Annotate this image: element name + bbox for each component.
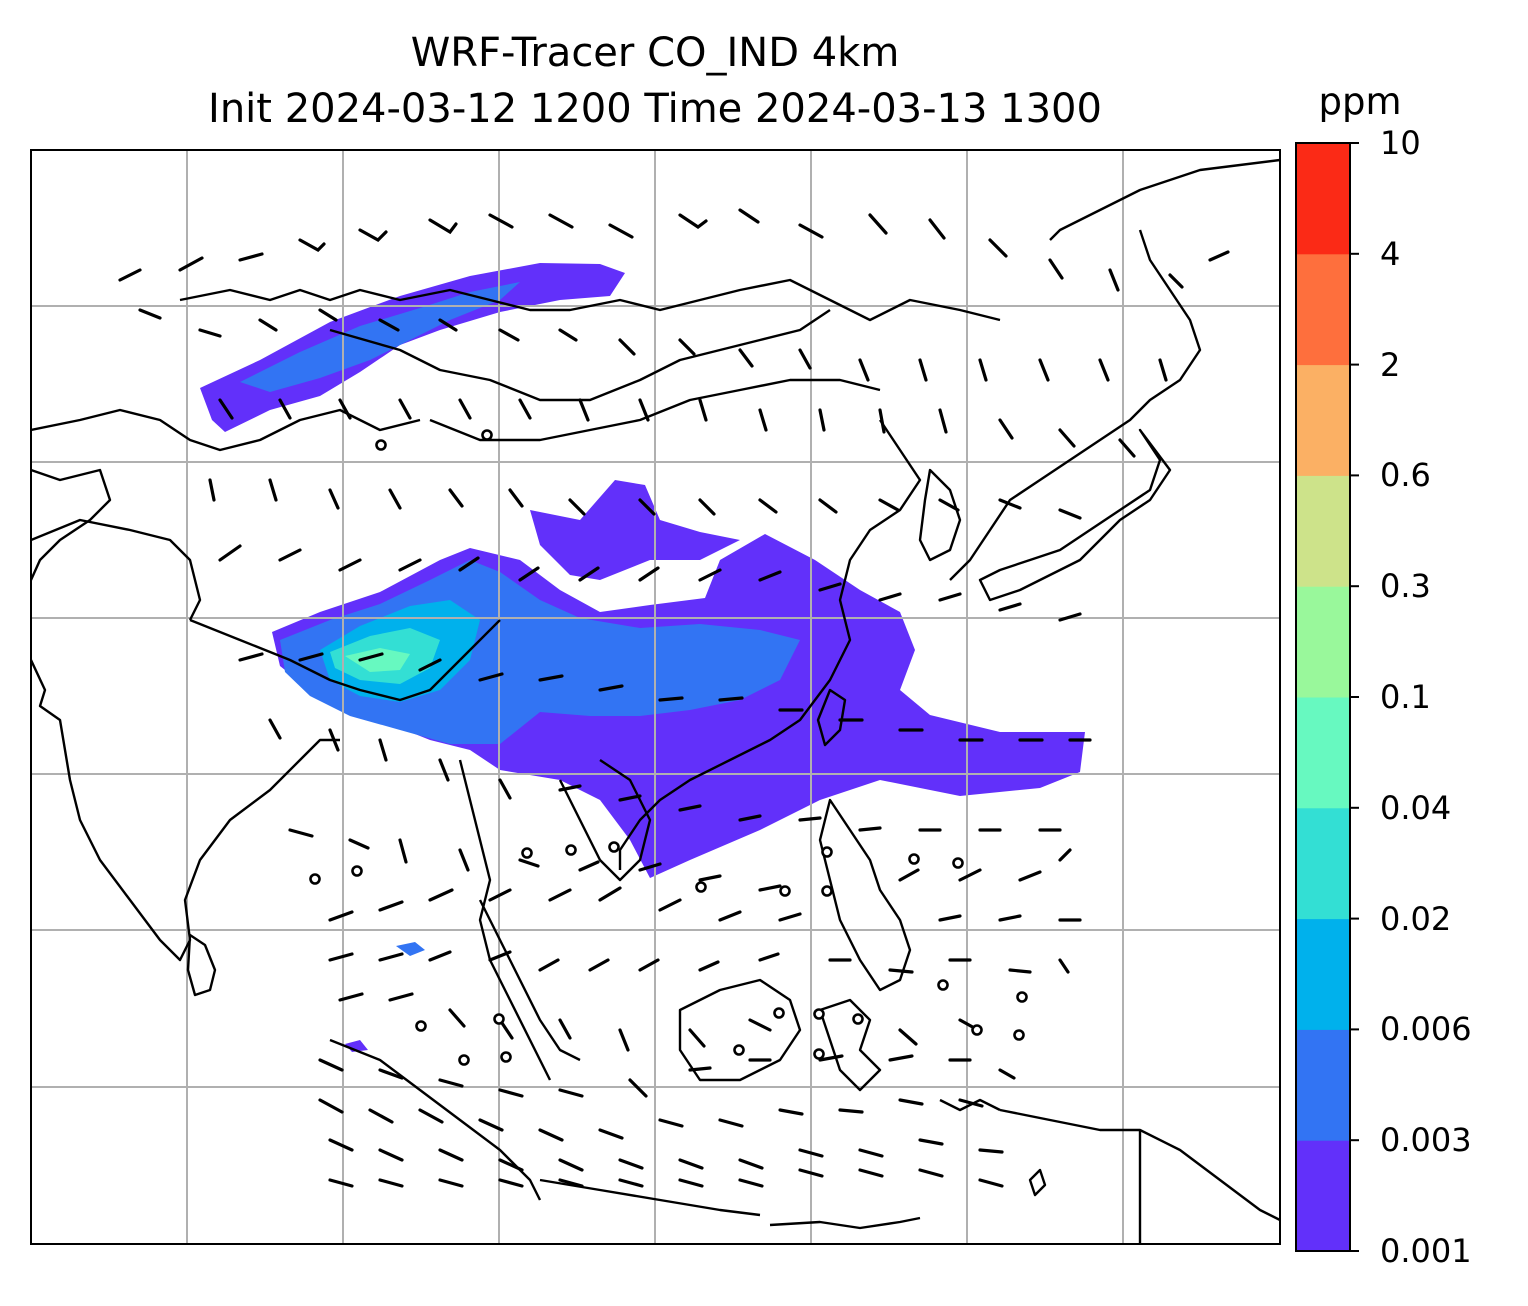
colorbar-tick-label: 0.3: [1380, 567, 1431, 606]
tracer-speck-1: [396, 942, 425, 956]
timor: [1028, 1168, 1047, 1197]
colorbar-swatch: [1296, 1140, 1350, 1252]
lesser-sunda: [769, 1216, 921, 1230]
sri-lanka: [186, 933, 217, 997]
tracer-plume-layer: [200, 263, 1085, 1052]
colorbar-unit-label: ppm: [1318, 80, 1402, 123]
colorbar-swatch: [1296, 697, 1350, 809]
border-1: [189, 618, 501, 702]
china-coast: [618, 419, 922, 870]
calm-wind-markers: [309, 429, 1028, 1066]
colorbar-tick-label: 0.001: [1380, 1232, 1472, 1270]
colorbar: [1295, 142, 1359, 1252]
indochina: [458, 759, 652, 1081]
tracer-plume-central-5: [345, 648, 410, 672]
map-title-line2: Init 2024-03-12 1200 Time 2024-03-13 130…: [208, 86, 1102, 132]
ne-coast: [949, 158, 1280, 581]
colorbar-tick-label: 0.003: [1380, 1121, 1472, 1160]
border-mongolia: [179, 278, 1001, 322]
colorbar-swatch: [1296, 475, 1350, 587]
border-mongolia-south: [329, 309, 831, 402]
colorbar-tick-label: 0.02: [1380, 899, 1452, 938]
colorbar-swatch: [1296, 918, 1350, 1030]
coastlines: [31, 158, 1280, 1244]
colorbar-swatch: [1296, 143, 1350, 255]
border-2: [31, 518, 202, 621]
colorbar-swatch: [1296, 586, 1350, 698]
malay-peninsula: [478, 899, 581, 1062]
colorbar-swatch: [1296, 807, 1350, 920]
philippines: [818, 798, 912, 992]
colorbar-tick-label: 0.1: [1380, 678, 1431, 716]
colorbar-swatch: [1296, 1029, 1350, 1141]
border-3: [31, 408, 421, 452]
colorbar-tick-label: 2: [1380, 345, 1401, 384]
taiwan: [816, 688, 847, 747]
korea: [918, 468, 962, 562]
new-guinea: [999, 1108, 1280, 1244]
india-coast: [31, 468, 340, 962]
colorbar-tick-label: 0.006: [1380, 1010, 1472, 1049]
wind-barbs: [118, 208, 1230, 1188]
tracer-plume-north: [200, 263, 625, 432]
map-gridlines: [31, 150, 1280, 1244]
tracer-plume-north-core: [240, 282, 520, 392]
colorbar-tick-label: 0.04: [1380, 788, 1452, 827]
sulawesi: [818, 998, 882, 1092]
map-frame: [30, 149, 1281, 1245]
sumatra: [329, 1038, 542, 1201]
map-title-line1: WRF-Tracer CO_IND 4km: [410, 30, 900, 76]
colorbar-swatch: [1296, 364, 1350, 476]
tracer-plume-northeast: [530, 480, 740, 580]
colorbar-tick-label: 0.6: [1380, 456, 1431, 495]
japan: [978, 428, 1172, 602]
colorbar-tick-label: 10: [1380, 124, 1421, 162]
moluccas: [939, 1098, 1001, 1112]
borneo: [678, 978, 802, 1082]
border-china-south: [429, 378, 881, 442]
colorbar-tick-label: 4: [1380, 234, 1401, 273]
colorbar-swatch: [1296, 253, 1350, 366]
java: [539, 1178, 761, 1217]
